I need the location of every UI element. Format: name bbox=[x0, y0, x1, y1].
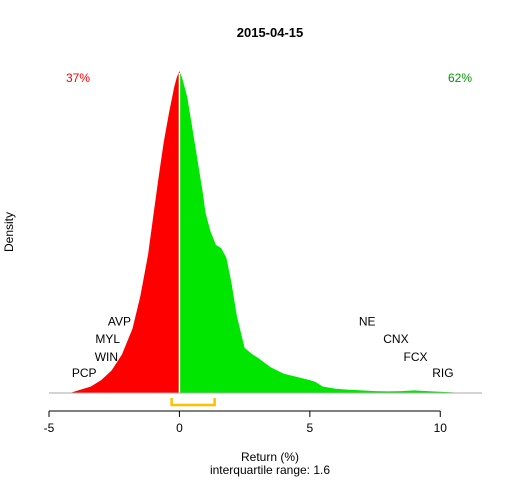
x-axis: -5 0 5 10 bbox=[44, 410, 448, 435]
annotation-pcp: PCP bbox=[72, 366, 97, 380]
chart-title: 2015-04-15 bbox=[237, 25, 304, 40]
annotation-rig: RIG bbox=[432, 366, 453, 380]
iqr-bracket bbox=[170, 398, 216, 407]
plot-area bbox=[49, 71, 482, 394]
annotation-win: WIN bbox=[95, 350, 118, 364]
x-tick-label: 5 bbox=[306, 421, 313, 435]
annotation-cnx: CNX bbox=[383, 332, 408, 346]
x-tick-label: 10 bbox=[434, 421, 448, 435]
positive-share-label: 62% bbox=[448, 71, 472, 85]
x-tick-label: 0 bbox=[176, 421, 183, 435]
positive-return-area bbox=[179, 71, 459, 393]
annotation-myl: MYL bbox=[95, 332, 120, 346]
negative-return-area bbox=[69, 71, 180, 393]
annotation-fcx: FCX bbox=[403, 350, 427, 364]
ticker-annotations: AVP MYL WIN PCP NE CNX FCX RIG bbox=[72, 314, 454, 380]
annotation-avp: AVP bbox=[108, 314, 131, 328]
annotation-ne: NE bbox=[359, 314, 376, 328]
interquartile-range-marker bbox=[170, 398, 216, 407]
iqr-caption: interquartile range: 1.6 bbox=[210, 463, 330, 477]
x-tick-label: -5 bbox=[44, 421, 55, 435]
y-axis-label: Density bbox=[2, 212, 16, 252]
x-axis-label: Return (%) bbox=[241, 450, 299, 464]
negative-share-label: 37% bbox=[66, 71, 90, 85]
